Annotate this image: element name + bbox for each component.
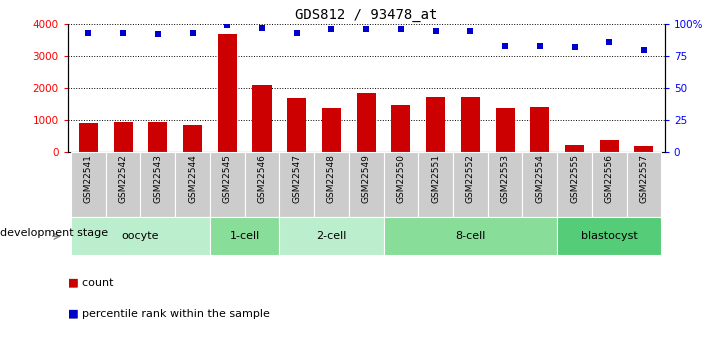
- Bar: [530, 107, 550, 152]
- Bar: [523, 152, 557, 217]
- Text: GSM22544: GSM22544: [188, 154, 197, 203]
- Text: GSM22549: GSM22549: [362, 154, 370, 203]
- Text: 8-cell: 8-cell: [455, 231, 486, 241]
- Text: ■ percentile rank within the sample: ■ percentile rank within the sample: [68, 309, 269, 319]
- Text: GSM22554: GSM22554: [535, 154, 545, 203]
- Text: ■ count: ■ count: [68, 278, 113, 288]
- Point: [360, 27, 372, 32]
- Bar: [149, 122, 167, 152]
- Point: [291, 30, 302, 36]
- Bar: [383, 152, 418, 217]
- Bar: [218, 34, 237, 152]
- Bar: [322, 108, 341, 152]
- Text: GSM22546: GSM22546: [257, 154, 267, 203]
- Bar: [426, 97, 445, 152]
- Bar: [279, 152, 314, 217]
- Bar: [488, 152, 523, 217]
- Bar: [245, 152, 279, 217]
- Text: GSM22547: GSM22547: [292, 154, 301, 203]
- Text: GSM22555: GSM22555: [570, 154, 579, 203]
- Bar: [314, 152, 349, 217]
- Bar: [383, 217, 557, 255]
- Text: GSM22552: GSM22552: [466, 154, 475, 203]
- Bar: [599, 140, 619, 152]
- Bar: [557, 152, 592, 217]
- Point: [326, 27, 337, 32]
- Text: development stage: development stage: [0, 228, 108, 238]
- Bar: [252, 86, 272, 152]
- Bar: [453, 152, 488, 217]
- Text: blastocyst: blastocyst: [581, 231, 638, 241]
- Bar: [141, 152, 175, 217]
- Bar: [279, 217, 383, 255]
- Bar: [357, 93, 375, 152]
- Bar: [210, 217, 279, 255]
- Bar: [557, 217, 661, 255]
- Point: [638, 47, 650, 52]
- Bar: [106, 152, 141, 217]
- Bar: [210, 152, 245, 217]
- Point: [152, 32, 164, 37]
- Point: [569, 45, 580, 50]
- Text: ■: ■: [68, 309, 78, 319]
- Title: GDS812 / 93478_at: GDS812 / 93478_at: [295, 8, 437, 22]
- Text: oocyte: oocyte: [122, 231, 159, 241]
- Text: 2-cell: 2-cell: [316, 231, 347, 241]
- Bar: [79, 123, 98, 152]
- Point: [465, 28, 476, 33]
- Point: [256, 25, 267, 31]
- Bar: [349, 152, 383, 217]
- Text: 1-cell: 1-cell: [230, 231, 260, 241]
- Bar: [592, 152, 626, 217]
- Text: GSM22553: GSM22553: [501, 154, 510, 203]
- Text: GSM22557: GSM22557: [639, 154, 648, 203]
- Text: ■: ■: [68, 278, 78, 288]
- Point: [395, 27, 407, 32]
- Text: GSM22541: GSM22541: [84, 154, 93, 203]
- Bar: [461, 97, 480, 152]
- Bar: [634, 146, 653, 152]
- Point: [534, 43, 545, 49]
- Bar: [114, 122, 133, 152]
- Bar: [175, 152, 210, 217]
- Bar: [71, 217, 210, 255]
- Text: GSM22556: GSM22556: [605, 154, 614, 203]
- Point: [499, 43, 510, 49]
- Bar: [183, 125, 202, 152]
- Bar: [71, 152, 106, 217]
- Text: GSM22551: GSM22551: [431, 154, 440, 203]
- Bar: [626, 152, 661, 217]
- Point: [187, 30, 198, 36]
- Bar: [565, 146, 584, 152]
- Text: GSM22550: GSM22550: [397, 154, 405, 203]
- Bar: [287, 98, 306, 152]
- Bar: [496, 108, 515, 152]
- Text: GSM22542: GSM22542: [119, 154, 127, 203]
- Point: [430, 28, 442, 33]
- Point: [82, 30, 94, 36]
- Point: [222, 23, 233, 28]
- Point: [604, 39, 615, 45]
- Text: GSM22543: GSM22543: [154, 154, 162, 203]
- Bar: [418, 152, 453, 217]
- Bar: [391, 105, 410, 152]
- Text: GSM22545: GSM22545: [223, 154, 232, 203]
- Text: GSM22548: GSM22548: [327, 154, 336, 203]
- Point: [117, 30, 129, 36]
